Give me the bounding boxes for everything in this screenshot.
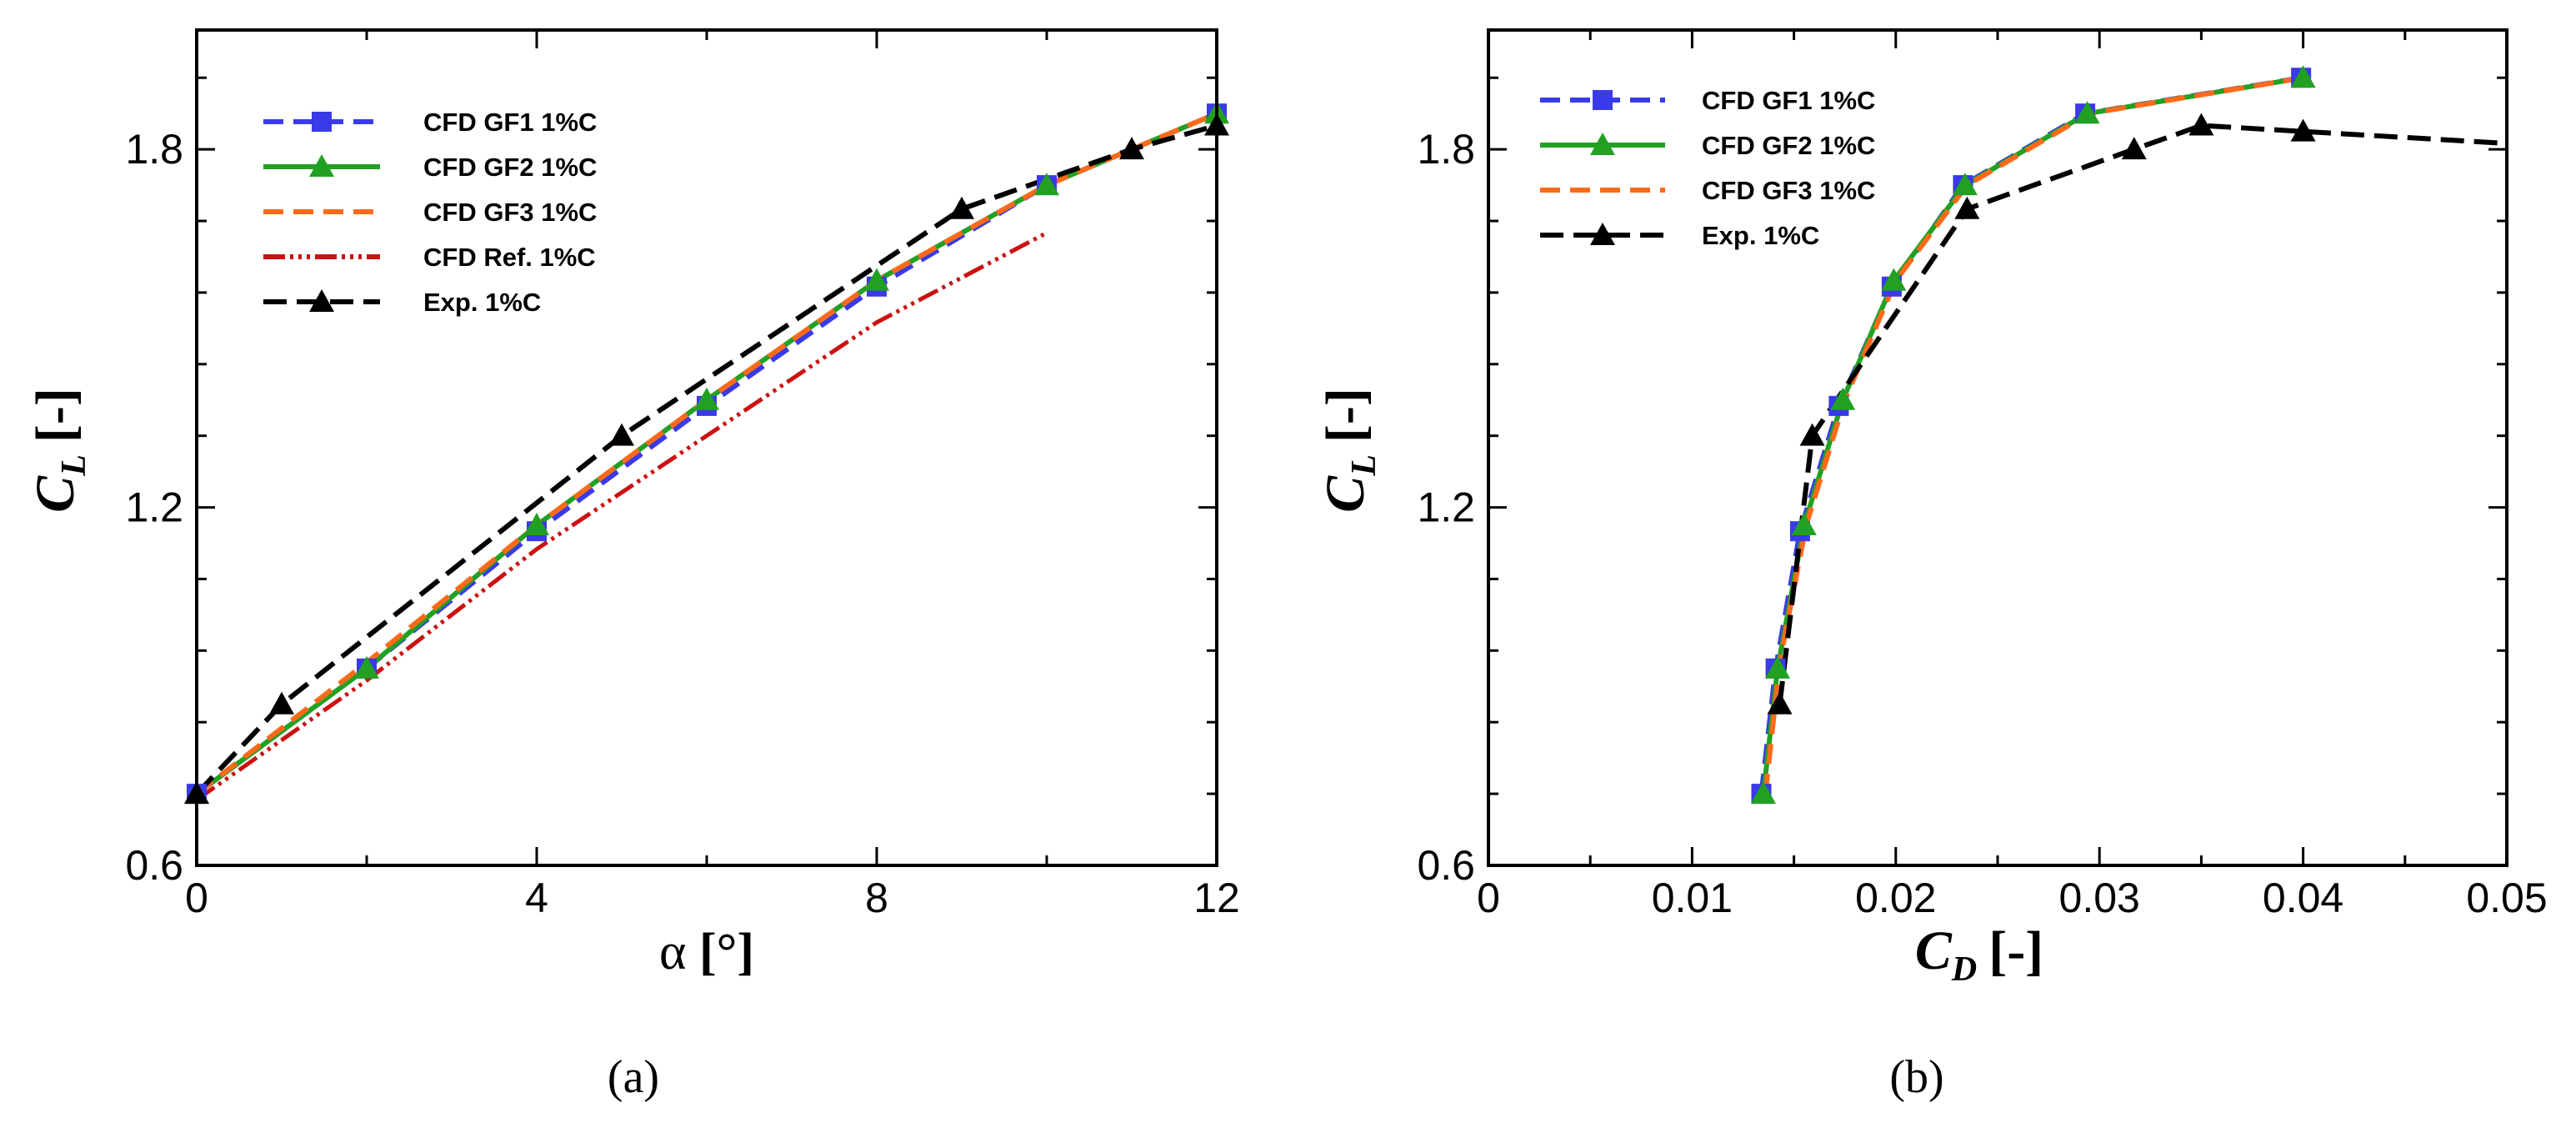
- data-point-cfd-gf2-1-c: [2074, 101, 2100, 124]
- panel-b-markers: [1750, 65, 2316, 805]
- data-point-exp-1-c: [1767, 691, 1793, 714]
- data-point-exp-1-c: [269, 691, 294, 714]
- panel-b-legend: CFD GF1 1%C CFD GF2 1%C CFD GF3 1%C Exp. 1%…: [1540, 86, 1875, 250]
- data-point-exp-1-c: [2188, 113, 2214, 136]
- panel-a-xlabel: α [°]: [659, 924, 754, 980]
- legend-label-cfd-gf3-1-c: CFD GF3 1%C: [1702, 176, 1875, 205]
- panel-a-ylabel: CL[-]: [25, 388, 93, 513]
- panel-b-ylabel: CL[-]: [1315, 388, 1383, 513]
- x-tick-label: 0: [185, 875, 208, 921]
- data-point-cfd-gf2-1-c: [1881, 268, 1907, 291]
- x-tick-label: 12: [1193, 875, 1240, 921]
- x-tick-label: 0.05: [2466, 875, 2547, 921]
- data-point-exp-1-c: [2121, 137, 2147, 160]
- data-point-cfd-gf2-1-c: [1765, 655, 1791, 679]
- data-point-cfd-gf2-1-c: [1952, 173, 1978, 196]
- panel-a-series: [197, 111, 1217, 802]
- data-point-exp-1-c: [2290, 118, 2316, 142]
- panel-b-ticks: 0 0.01 0.02 0.03 0.04 0.05 0.6 1.2 1.8: [1417, 30, 2548, 921]
- data-point-cfd-gf2-1-c: [2290, 65, 2316, 88]
- legend-label-cfd-gf3-1-c: CFD GF3 1%C: [423, 198, 597, 227]
- y-tick-label: 1.8: [1417, 126, 1475, 173]
- series-line-cfd-gf3-1-c: [1763, 75, 2304, 795]
- panel-b: 0 0.01 0.02 0.03 0.04 0.05 0.6 1.2 1.8 CFD GF1 1…: [1315, 28, 2548, 1103]
- panel-a-frame: [195, 28, 1218, 867]
- legend-marker-cfd-gf1-1-c: [312, 112, 332, 132]
- legend-marker-cfd-gf1-1-c: [1593, 90, 1613, 110]
- data-point-cfd-gf2-1-c: [1750, 781, 1776, 805]
- series-line-exp-1-c: [1777, 123, 2507, 705]
- y-tick-label: 0.6: [125, 842, 183, 889]
- data-point-cfd-gf2-1-c: [694, 387, 719, 410]
- data-point-cfd-gf2-1-c: [864, 268, 889, 291]
- panel-a-caption: (a): [608, 1051, 659, 1103]
- x-tick-label: 0.04: [2263, 875, 2343, 921]
- panel-b-caption: (b): [1889, 1051, 1943, 1103]
- data-point-cfd-gf2-1-c: [1791, 513, 1817, 536]
- x-tick-label: 0: [1477, 875, 1500, 921]
- panel-b-frame: [1487, 28, 2508, 867]
- legend-label-cfd-gf1-1-c: CFD GF1 1%C: [1702, 86, 1875, 115]
- y-tick-label: 0.6: [1417, 842, 1475, 889]
- data-point-exp-1-c: [1119, 137, 1144, 160]
- data-point-exp-1-c: [1954, 196, 1980, 219]
- legend-marker-exp-1-c: [309, 289, 334, 312]
- y-tick-label: 1.8: [125, 126, 183, 173]
- panel-a-legend: CFD GF1 1%C CFD GF2 1%C CFD GF3 1%C CFD Ref…: [263, 108, 597, 317]
- data-point-cfd-gf2-1-c: [524, 513, 549, 536]
- legend-marker-cfd-gf2-1-c: [1590, 133, 1615, 155]
- series-line-cfd-gf2-1-c: [197, 111, 1217, 796]
- y-tick-label: 1.2: [1417, 484, 1475, 531]
- data-point-cfd-gf2-1-c: [1034, 173, 1059, 196]
- x-tick-label: 0.01: [1652, 875, 1733, 921]
- legend-label-cfd-gf1-1-c: CFD GF1 1%C: [423, 108, 597, 137]
- legend-label-exp-1-c: Exp. 1%C: [423, 288, 541, 317]
- data-point-cfd-gf2-1-c: [354, 655, 379, 679]
- legend-marker-cfd-gf2-1-c: [309, 154, 334, 177]
- legend-label-cfd-ref-1-c: CFD Ref. 1%C: [423, 243, 596, 272]
- panel-a-ticks: 0 4 8 12 0.6 1.2 1.8: [125, 30, 1240, 921]
- panel-a-markers: [184, 101, 1229, 805]
- x-tick-label: 4: [525, 875, 548, 921]
- legend-label-cfd-gf2-1-c: CFD GF2 1%C: [1702, 131, 1875, 160]
- series-line-cfd-gf3-1-c: [197, 111, 1217, 796]
- data-point-exp-1-c: [609, 423, 634, 446]
- y-tick-label: 1.2: [125, 484, 183, 531]
- x-tick-label: 0.03: [2059, 875, 2140, 921]
- legend-marker-exp-1-c: [1590, 223, 1615, 245]
- series-line-cfd-gf1-1-c: [197, 111, 1217, 796]
- legend-label-exp-1-c: Exp. 1%C: [1702, 221, 1819, 250]
- series-line-cfd-ref-1-c: [197, 231, 1048, 802]
- legend-label-cfd-gf2-1-c: CFD GF2 1%C: [423, 153, 597, 182]
- series-line-exp-1-c: [197, 123, 1217, 796]
- x-tick-label: 0.02: [1855, 875, 1936, 921]
- panel-b-xlabel: CD [-]: [1915, 920, 2043, 989]
- data-point-cfd-gf2-1-c: [1830, 387, 1856, 410]
- data-point-exp-1-c: [1799, 423, 1825, 446]
- x-tick-label: 8: [865, 875, 888, 921]
- data-point-exp-1-c: [949, 196, 974, 219]
